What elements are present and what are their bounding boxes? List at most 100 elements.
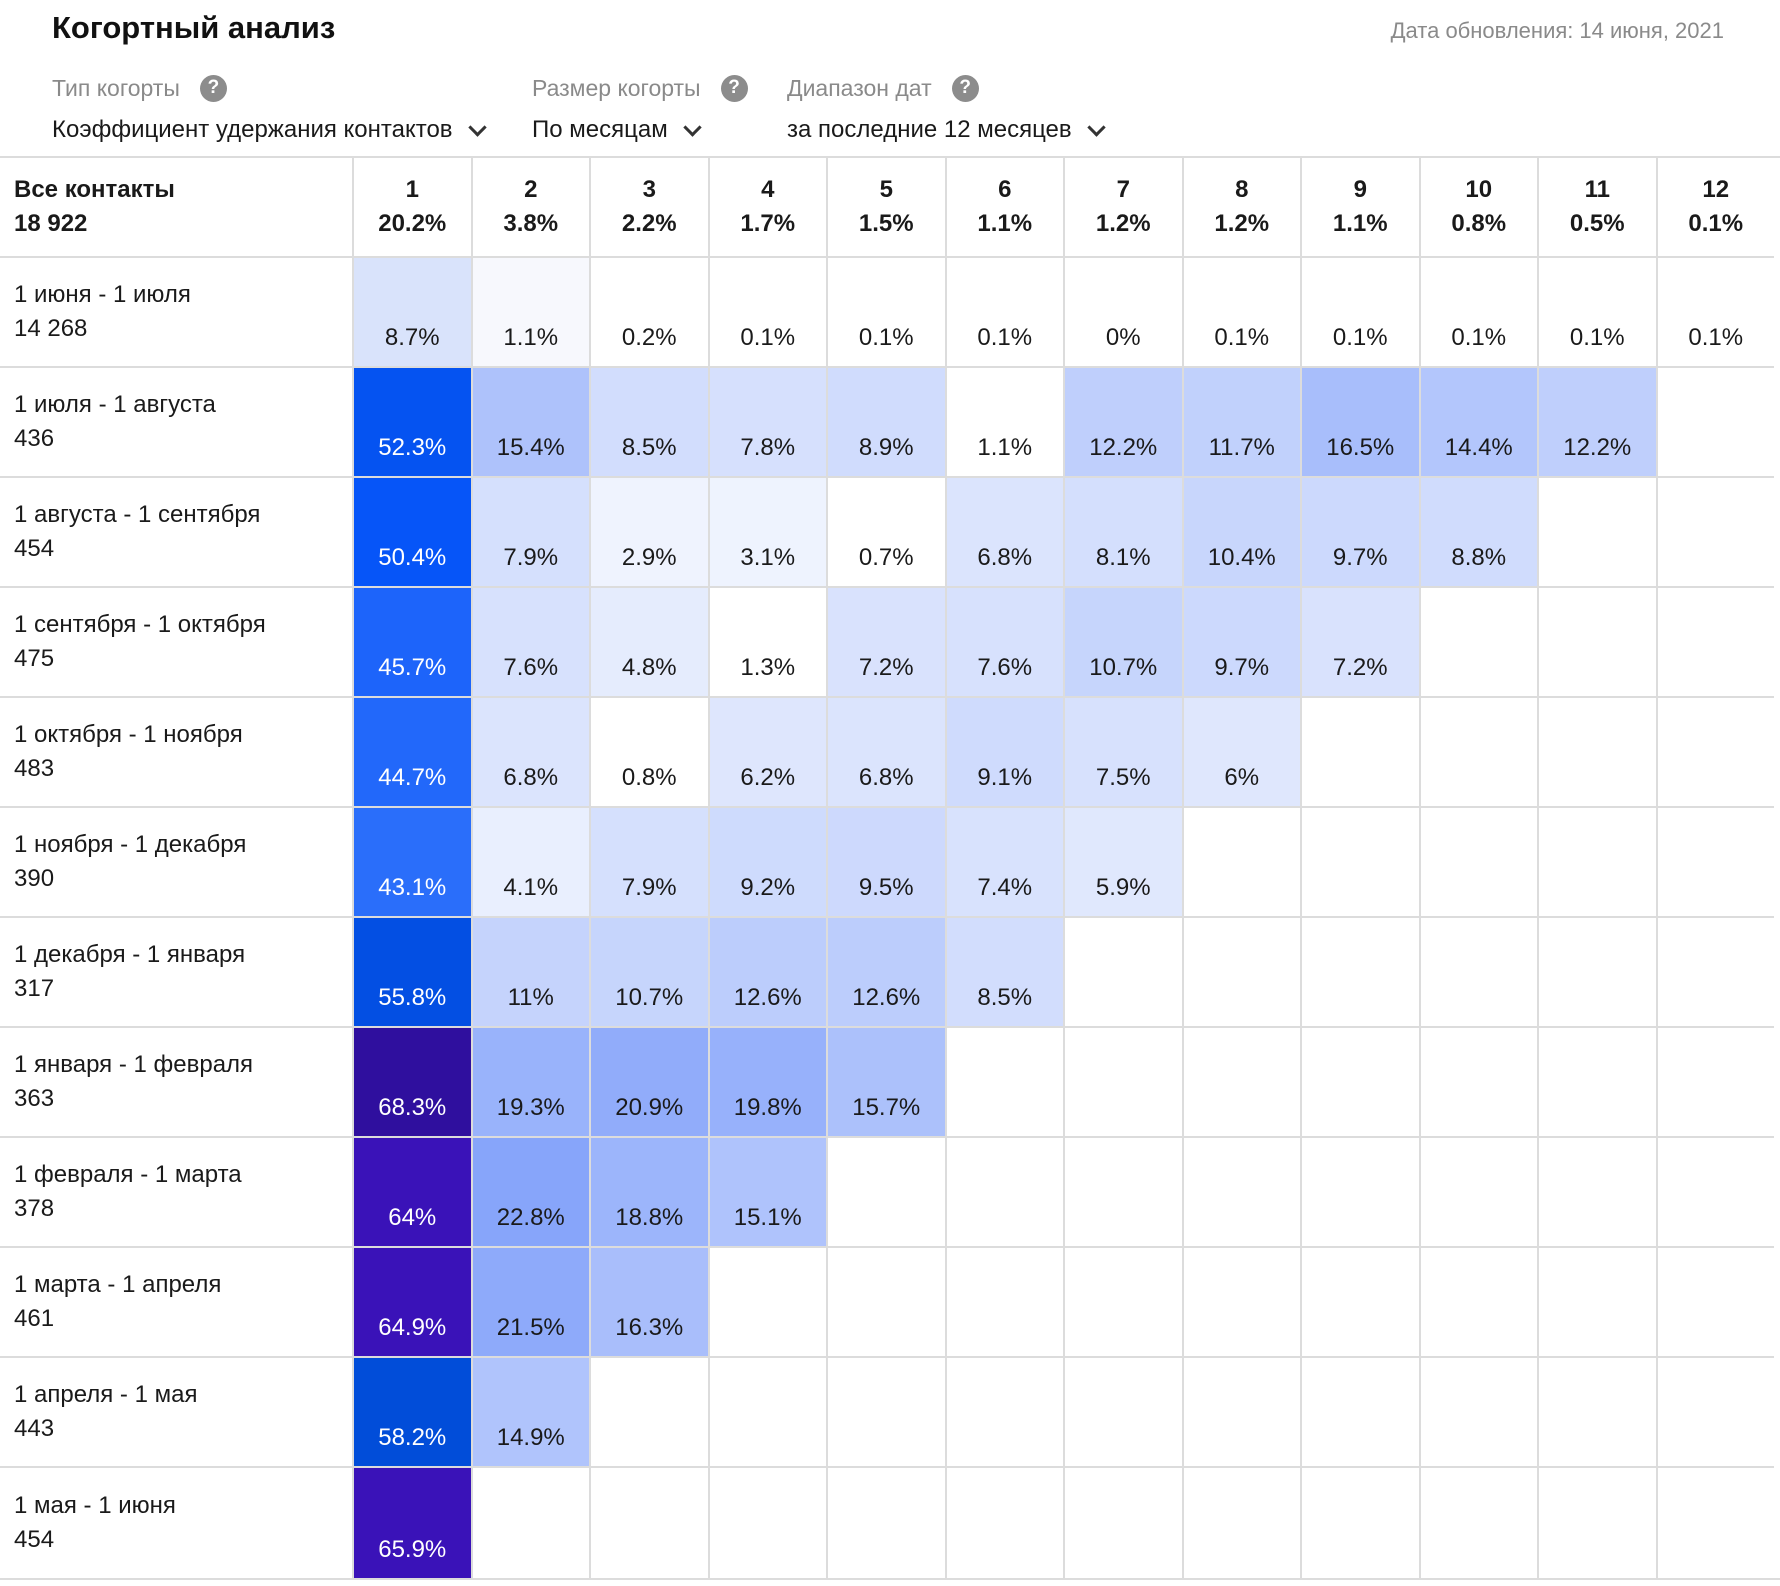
retention-cell[interactable]: 7.5% xyxy=(1065,698,1184,808)
retention-cell[interactable]: 0.2% xyxy=(591,258,710,368)
retention-cell[interactable]: 4.1% xyxy=(472,808,591,918)
retention-cell[interactable]: 2.9% xyxy=(591,478,710,588)
retention-cell[interactable]: 0.8% xyxy=(591,698,710,808)
retention-cell[interactable]: 8.5% xyxy=(591,368,710,478)
retention-cell[interactable]: 8.7% xyxy=(354,258,473,368)
retention-cell[interactable]: 58.2% xyxy=(354,1358,473,1468)
retention-cell[interactable]: 12.2% xyxy=(1539,368,1658,478)
retention-cell[interactable]: 4.8% xyxy=(591,588,710,698)
retention-cell[interactable]: 12.6% xyxy=(709,918,828,1028)
retention-cell[interactable]: 6.8% xyxy=(828,698,947,808)
retention-cell[interactable]: 7.9% xyxy=(472,478,591,588)
retention-cell[interactable]: 10.7% xyxy=(1065,588,1184,698)
date-range-dropdown[interactable]: за последние 12 месяцев xyxy=(787,112,1106,148)
retention-cell[interactable]: 7.2% xyxy=(1302,588,1421,698)
retention-cell[interactable]: 0.1% xyxy=(946,258,1065,368)
retention-cell[interactable]: 0.1% xyxy=(828,258,947,368)
retention-cell[interactable]: 52.3% xyxy=(354,368,473,478)
retention-cell[interactable]: 68.3% xyxy=(354,1028,473,1138)
retention-cell[interactable]: 19.8% xyxy=(709,1028,828,1138)
retention-cell[interactable]: 22.8% xyxy=(472,1138,591,1248)
cohort-count: 390 xyxy=(14,865,55,892)
row-label: 1 августа - 1 сентября 454 xyxy=(0,478,354,588)
retention-value: 0.1% xyxy=(740,324,796,351)
retention-cell[interactable]: 12.6% xyxy=(828,918,947,1028)
retention-cell[interactable]: 20.9% xyxy=(591,1028,710,1138)
retention-cell[interactable]: 64% xyxy=(354,1138,473,1248)
cohort-range: 1 апреля - 1 мая xyxy=(14,1381,198,1408)
cohort-count: 483 xyxy=(14,755,55,782)
retention-cell[interactable]: 15.4% xyxy=(472,368,591,478)
retention-cell[interactable]: 8.8% xyxy=(1420,478,1539,588)
retention-cell[interactable]: 6.2% xyxy=(709,698,828,808)
retention-cell[interactable]: 0.1% xyxy=(1183,258,1302,368)
retention-cell[interactable]: 1.3% xyxy=(709,588,828,698)
cohort-range: 1 декабря - 1 января xyxy=(14,941,246,968)
retention-cell[interactable]: 8.5% xyxy=(946,918,1065,1028)
retention-cell[interactable]: 1.1% xyxy=(472,258,591,368)
retention-cell[interactable]: 6.8% xyxy=(946,478,1065,588)
retention-cell[interactable]: 21.5% xyxy=(472,1248,591,1358)
retention-cell[interactable]: 0% xyxy=(1065,258,1184,368)
cohort-count: 454 xyxy=(14,1526,55,1553)
help-icon[interactable]: ? xyxy=(720,74,748,102)
retention-cell[interactable]: 7.6% xyxy=(946,588,1065,698)
retention-cell[interactable]: 0.1% xyxy=(709,258,828,368)
help-icon[interactable]: ? xyxy=(199,74,227,102)
retention-cell[interactable]: 10.7% xyxy=(591,918,710,1028)
retention-cell[interactable]: 7.9% xyxy=(591,808,710,918)
retention-cell[interactable]: 12.2% xyxy=(1065,368,1184,478)
retention-cell[interactable]: 1.1% xyxy=(946,368,1065,478)
retention-cell[interactable]: 0.7% xyxy=(828,478,947,588)
retention-cell[interactable]: 10.4% xyxy=(1183,478,1302,588)
retention-cell[interactable]: 5.9% xyxy=(1065,808,1184,918)
retention-value: 3.1% xyxy=(740,544,796,571)
retention-cell[interactable]: 65.9% xyxy=(354,1468,473,1578)
cohort-size-dropdown[interactable]: По месяцам xyxy=(532,112,748,148)
retention-cell[interactable]: 8.9% xyxy=(828,368,947,478)
retention-cell[interactable]: 43.1% xyxy=(354,808,473,918)
retention-cell[interactable]: 0.1% xyxy=(1657,258,1774,368)
retention-cell[interactable]: 0.1% xyxy=(1420,258,1539,368)
retention-cell[interactable]: 7.4% xyxy=(946,808,1065,918)
empty-cell xyxy=(1065,1138,1184,1248)
retention-cell[interactable]: 44.7% xyxy=(354,698,473,808)
retention-cell[interactable]: 64.9% xyxy=(354,1248,473,1358)
empty-cell xyxy=(946,1028,1065,1138)
retention-cell[interactable]: 14.9% xyxy=(472,1358,591,1468)
retention-cell[interactable]: 15.1% xyxy=(709,1138,828,1248)
retention-cell[interactable]: 6.8% xyxy=(472,698,591,808)
retention-cell[interactable]: 16.3% xyxy=(591,1248,710,1358)
retention-cell[interactable]: 19.3% xyxy=(472,1028,591,1138)
retention-cell[interactable]: 8.1% xyxy=(1065,478,1184,588)
retention-cell[interactable]: 11% xyxy=(472,918,591,1028)
retention-cell[interactable]: 45.7% xyxy=(354,588,473,698)
empty-cell xyxy=(828,1468,947,1578)
retention-cell[interactable]: 0.1% xyxy=(1302,258,1421,368)
retention-cell[interactable]: 14.4% xyxy=(1420,368,1539,478)
empty-cell xyxy=(1658,1468,1775,1578)
cohort-size-label: Размер когорты xyxy=(532,74,701,101)
retention-cell[interactable]: 0.1% xyxy=(1539,258,1658,368)
retention-cell[interactable]: 9.7% xyxy=(1183,588,1302,698)
retention-cell[interactable]: 9.5% xyxy=(828,808,947,918)
retention-cell[interactable]: 7.2% xyxy=(828,588,947,698)
column-percent: 1.7% xyxy=(740,210,796,237)
retention-cell[interactable]: 16.5% xyxy=(1302,368,1421,478)
retention-cell[interactable]: 50.4% xyxy=(354,478,473,588)
empty-cell xyxy=(1065,918,1184,1028)
retention-cell[interactable]: 11.7% xyxy=(1183,368,1302,478)
retention-cell[interactable]: 18.8% xyxy=(591,1138,710,1248)
retention-cell[interactable]: 9.1% xyxy=(946,698,1065,808)
cohort-type-dropdown[interactable]: Коэффициент удержания контактов xyxy=(52,112,487,148)
help-icon[interactable]: ? xyxy=(951,74,979,102)
retention-cell[interactable]: 3.1% xyxy=(709,478,828,588)
column-percent: 1.1% xyxy=(1332,210,1388,237)
retention-cell[interactable]: 9.2% xyxy=(709,808,828,918)
retention-cell[interactable]: 7.8% xyxy=(709,368,828,478)
retention-cell[interactable]: 7.6% xyxy=(472,588,591,698)
retention-cell[interactable]: 6% xyxy=(1183,698,1302,808)
retention-cell[interactable]: 55.8% xyxy=(354,918,473,1028)
retention-cell[interactable]: 9.7% xyxy=(1302,478,1421,588)
retention-cell[interactable]: 15.7% xyxy=(828,1028,947,1138)
